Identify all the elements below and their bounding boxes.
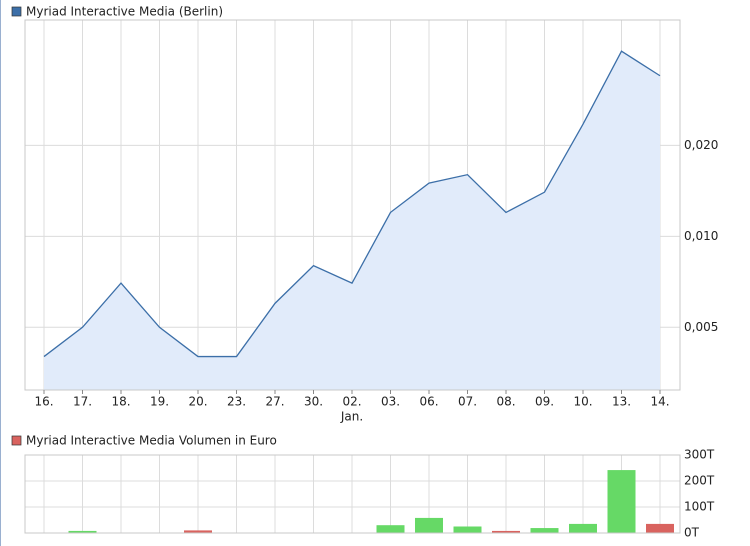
x-tick-label: 08. (496, 395, 515, 409)
y-tick-label: 300T (684, 448, 715, 462)
x-tick-label: 02. (342, 395, 361, 409)
x-sublabel: Jan. (340, 410, 363, 424)
volume-bar (530, 528, 559, 533)
volume-bar (453, 526, 482, 533)
x-tick-label: 23. (227, 395, 246, 409)
x-tick-label: 18. (111, 395, 130, 409)
y-tick-label: 0,020 (684, 138, 718, 152)
x-tick-label: 07. (458, 395, 477, 409)
x-tick-label: 30. (304, 395, 323, 409)
y-tick-label: 100T (684, 500, 715, 514)
legend-label: Myriad Interactive Media Volumen in Euro (26, 434, 277, 448)
x-tick-label: 06. (419, 395, 438, 409)
volume-bar (68, 530, 97, 533)
plot-frame (24, 454, 681, 534)
volume-bar (646, 523, 674, 533)
x-tick-label: 14. (650, 395, 669, 409)
x-tick-label: 10. (573, 395, 592, 409)
volume-bar (569, 523, 597, 533)
legend-label: Myriad Interactive Media (Berlin) (26, 5, 223, 19)
legend-swatch (11, 6, 22, 17)
area (44, 51, 660, 391)
volume-bar (492, 530, 520, 533)
x-tick-label: 19. (150, 395, 169, 409)
x-tick-label: 09. (535, 395, 554, 409)
volume-bar (607, 470, 636, 533)
y-tick-label: 0T (684, 526, 700, 540)
y-tick-label: 0,010 (684, 229, 718, 243)
x-tick-label: 13. (612, 395, 631, 409)
x-tick-label: 27. (265, 395, 284, 409)
volume-bar (184, 530, 212, 533)
y-tick-label: 200T (684, 474, 715, 488)
volume-bar (415, 517, 443, 533)
x-tick-label: 17. (73, 395, 92, 409)
volume-bar (376, 525, 405, 533)
legend-swatch (11, 435, 22, 446)
x-tick-label: 16. (34, 395, 53, 409)
x-tick-label: 03. (381, 395, 400, 409)
y-tick-label: 0,005 (684, 320, 718, 334)
x-tick-label: 20. (188, 395, 207, 409)
price-line (43, 50, 661, 358)
